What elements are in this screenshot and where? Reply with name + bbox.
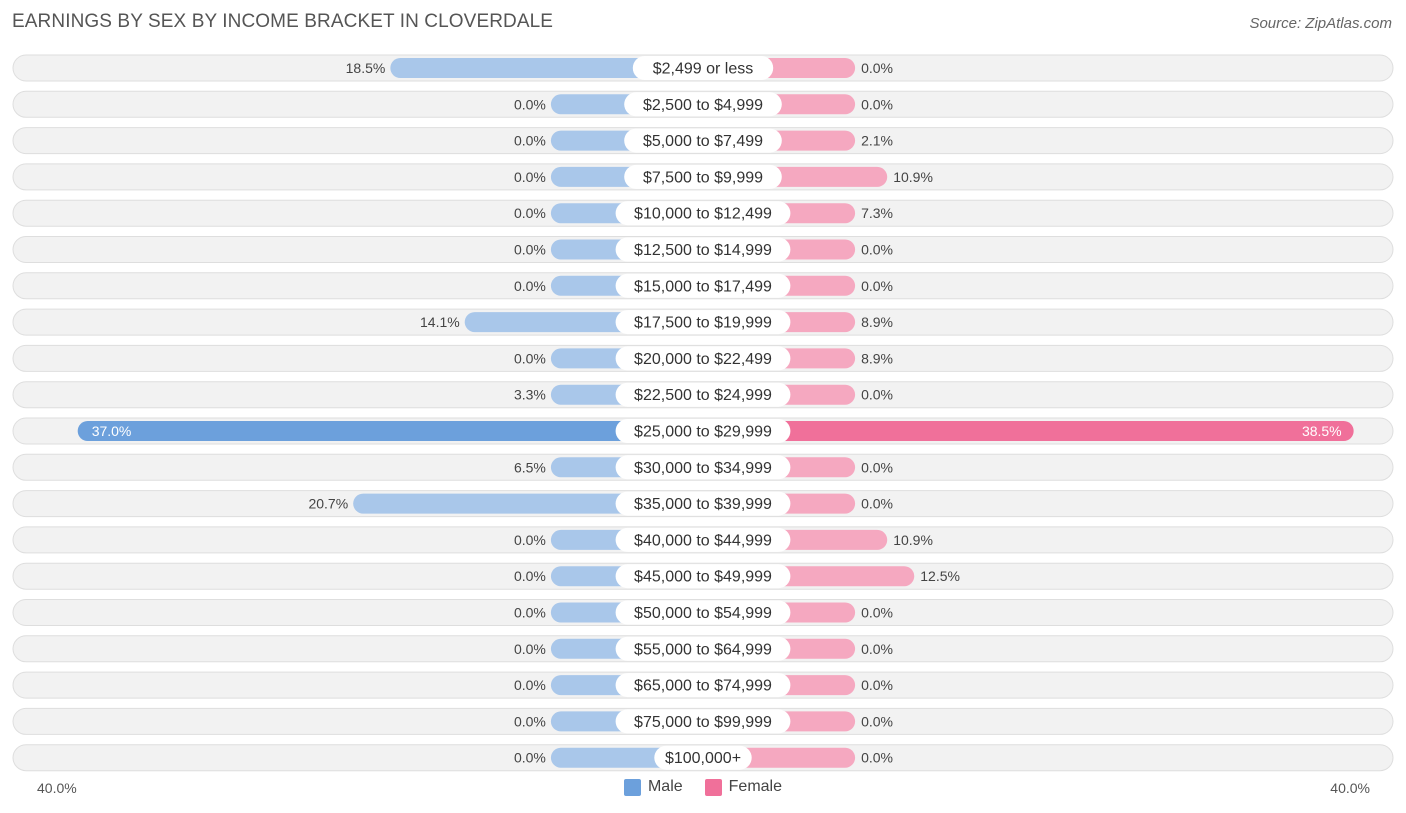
axis-label-right: 40.0% xyxy=(1330,780,1370,796)
value-label-female: 0.0% xyxy=(861,278,893,294)
value-label-male: 37.0% xyxy=(92,423,132,439)
category-pill xyxy=(654,745,752,770)
category-pill xyxy=(615,346,791,371)
legend: Male Female xyxy=(0,778,1406,796)
axis-label-left: 40.0% xyxy=(37,780,77,796)
value-label-male: 18.5% xyxy=(346,60,386,76)
source-label: Source: ZipAtlas.com xyxy=(1249,15,1392,32)
value-label-female: 0.0% xyxy=(861,677,893,693)
legend-label-female: Female xyxy=(728,778,783,795)
legend-label-male: Male xyxy=(647,778,683,795)
category-label: $2,500 to $4,999 xyxy=(643,97,763,114)
category-pill xyxy=(615,636,791,661)
value-label-female: 0.0% xyxy=(861,713,893,729)
category-label: $65,000 to $74,999 xyxy=(634,678,772,695)
bar-male xyxy=(77,421,703,441)
legend-item-female: Female xyxy=(704,778,783,796)
category-label: $7,500 to $9,999 xyxy=(643,169,763,186)
value-label-female: 0.0% xyxy=(861,605,893,621)
category-pill xyxy=(624,164,782,189)
category-pill xyxy=(615,419,791,443)
value-label-male: 0.0% xyxy=(514,568,546,584)
value-label-male: 0.0% xyxy=(514,278,546,294)
category-label: $30,000 to $34,999 xyxy=(634,460,772,477)
category-pill xyxy=(615,600,791,625)
value-label-female: 0.0% xyxy=(861,496,893,512)
category-label: $35,000 to $39,999 xyxy=(634,496,772,513)
value-label-male: 0.0% xyxy=(514,677,546,693)
value-label-female: 0.0% xyxy=(861,96,893,112)
category-label: $20,000 to $22,499 xyxy=(634,351,772,368)
category-pill xyxy=(632,56,774,80)
value-label-male: 0.0% xyxy=(514,532,546,548)
category-label: $12,500 to $14,999 xyxy=(634,242,772,259)
value-label-female: 0.0% xyxy=(861,242,893,258)
value-label-female: 2.1% xyxy=(861,133,893,149)
category-label: $45,000 to $49,999 xyxy=(634,569,772,586)
value-label-male: 0.0% xyxy=(514,96,546,112)
category-pill xyxy=(615,201,791,226)
value-label-male: 0.0% xyxy=(514,133,546,149)
value-label-male: 20.7% xyxy=(308,496,348,512)
value-label-male: 0.0% xyxy=(514,605,546,621)
value-label-female: 10.9% xyxy=(893,169,933,185)
value-label-male: 0.0% xyxy=(514,350,546,366)
legend-swatch-female xyxy=(704,778,722,796)
value-label-male: 14.1% xyxy=(420,314,460,330)
category-label: $10,000 to $12,499 xyxy=(634,206,772,223)
value-label-female: 0.0% xyxy=(861,750,893,766)
category-label: $55,000 to $64,999 xyxy=(634,641,772,658)
value-label-male: 0.0% xyxy=(514,205,546,221)
category-pill xyxy=(615,382,791,407)
category-label: $75,000 to $99,999 xyxy=(634,714,772,731)
value-label-male: 0.0% xyxy=(514,169,546,185)
value-label-male: 3.3% xyxy=(514,387,546,403)
category-label: $22,500 to $24,999 xyxy=(634,387,772,404)
value-label-male: 0.0% xyxy=(514,713,546,729)
value-label-female: 0.0% xyxy=(861,459,893,475)
category-pill xyxy=(615,237,791,262)
legend-swatch-male xyxy=(623,778,641,796)
category-pill xyxy=(615,673,791,698)
bar-male xyxy=(353,493,703,514)
category-pill xyxy=(615,491,791,516)
category-pill xyxy=(615,310,791,335)
category-label: $100,000+ xyxy=(665,750,741,767)
value-label-female: 12.5% xyxy=(920,568,960,584)
category-label: $25,000 to $29,999 xyxy=(634,424,772,441)
bar-female xyxy=(703,421,1354,441)
category-pill xyxy=(615,273,791,298)
value-label-female: 0.0% xyxy=(861,60,893,76)
value-label-female: 8.9% xyxy=(861,314,893,330)
value-label-female: 38.5% xyxy=(1302,423,1342,439)
category-label: $5,000 to $7,499 xyxy=(643,133,763,150)
value-label-female: 0.0% xyxy=(861,387,893,403)
category-pill xyxy=(624,128,782,153)
value-label-male: 0.0% xyxy=(514,641,546,657)
value-label-male: 6.5% xyxy=(514,459,546,475)
category-label: $17,500 to $19,999 xyxy=(634,315,772,332)
category-pill xyxy=(615,527,791,552)
bar-male xyxy=(390,58,703,78)
category-label: $2,499 or less xyxy=(653,61,754,78)
value-label-male: 0.0% xyxy=(514,242,546,258)
category-label: $50,000 to $54,999 xyxy=(634,605,772,622)
category-pill xyxy=(615,709,791,734)
chart-title: EARNINGS BY SEX BY INCOME BRACKET IN CLO… xyxy=(12,11,554,32)
category-label: $15,000 to $17,499 xyxy=(634,278,772,295)
category-pill xyxy=(624,92,782,117)
value-label-male: 0.0% xyxy=(514,750,546,766)
value-label-female: 10.9% xyxy=(893,532,933,548)
value-label-female: 8.9% xyxy=(861,350,893,366)
value-label-female: 0.0% xyxy=(861,641,893,657)
category-pill xyxy=(615,564,791,589)
category-label: $40,000 to $44,999 xyxy=(634,532,772,549)
category-pill xyxy=(615,455,791,480)
value-label-female: 7.3% xyxy=(861,205,893,221)
legend-item-male: Male xyxy=(623,778,683,796)
